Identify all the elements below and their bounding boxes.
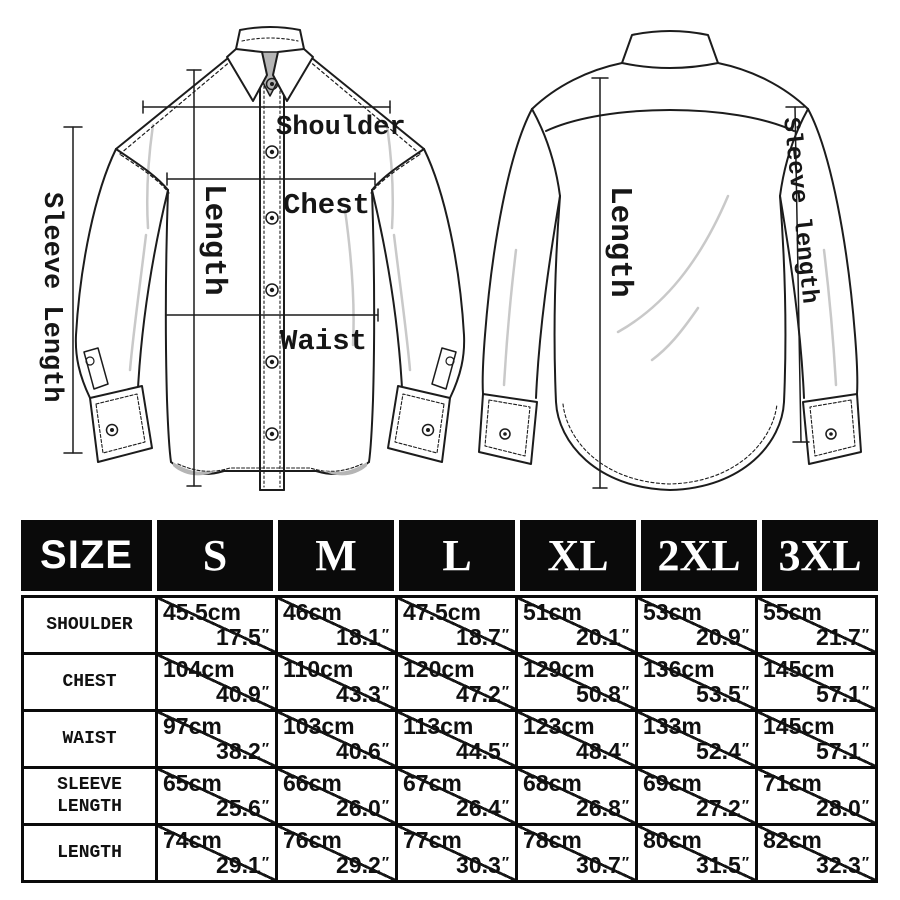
back-left-armhole (531, 108, 561, 197)
back-collar (621, 30, 719, 64)
cell-shoulder-xl: 51cm 20.1″ (518, 598, 635, 652)
cell-length-m: 76cm 29.2″ (278, 826, 395, 880)
cell-waist-2xl: 133m 52.4″ (638, 712, 755, 766)
size-table-body: SHOULDER 45.5cm 17.5″ 46cm 18.1″ 47.5cm 18.… (21, 595, 878, 883)
cell-chest-3xl: 145cm 57.1″ (758, 655, 875, 709)
front-left-sleeve (74, 148, 117, 399)
col-header-m: M (278, 520, 394, 591)
cell-chest-s: 104cm 40.9″ (158, 655, 275, 709)
cell-waist-m: 103cm 40.6″ (278, 712, 395, 766)
back-body (553, 195, 787, 491)
back-left-cuff (478, 393, 538, 465)
shirt-measurement-diagram: Shoulder Chest Waist Length Sleeve Lengt… (36, 26, 862, 491)
back-left-cuff-button (499, 428, 511, 440)
cell-sleeve-s: 65cm 25.6″ (158, 769, 275, 823)
front-buttons (265, 145, 279, 441)
front-right-armhole (371, 148, 425, 191)
cell-length-xl: 78cm 30.7″ (518, 826, 635, 880)
row-label-sleeve-length: SLEEVE LENGTH (24, 769, 155, 823)
front-right-shoulder-seam (306, 53, 425, 150)
cell-shoulder-m: 46cm 18.1″ (278, 598, 395, 652)
col-header-l: L (399, 520, 515, 591)
col-header-2xl: 2XL (641, 520, 757, 591)
front-left-shoulder-seam (115, 53, 234, 150)
col-header-3xl: 3XL (762, 520, 878, 591)
cell-length-3xl: 82cm 32.3″ (758, 826, 875, 880)
front-shading-lines (128, 123, 412, 372)
front-body-left-edge (164, 189, 172, 463)
cell-sleeve-xl: 68cm 26.8″ (518, 769, 635, 823)
back-measure-lines (591, 77, 810, 489)
cell-waist-s: 97cm 38.2″ (158, 712, 275, 766)
cell-shoulder-3xl: 55cm 21.7″ (758, 598, 875, 652)
back-shading-lines (502, 194, 838, 387)
front-sleeve-length-label: Sleeve Length (36, 192, 66, 403)
cell-sleeve-2xl: 69cm 27.2″ (638, 769, 755, 823)
cell-chest-l: 120cm 47.2″ (398, 655, 515, 709)
cell-chest-2xl: 136cm 53.5″ (638, 655, 755, 709)
row-label-waist: WAIST (24, 712, 155, 766)
front-button-placket (259, 71, 285, 491)
cell-length-s: 74cm 29.1″ (158, 826, 275, 880)
back-shirt-drawing (478, 30, 862, 491)
front-left-cuff-button (105, 423, 119, 437)
back-right-sleeve (807, 108, 859, 395)
front-waist-label: Waist (280, 325, 367, 358)
row-label-chest: CHEST (24, 655, 155, 709)
front-left-cuff (89, 385, 153, 463)
front-collar (226, 26, 314, 102)
front-right-sleeve-placket (431, 347, 457, 390)
col-header-s: S (157, 520, 273, 591)
cell-waist-l: 113cm 44.5″ (398, 712, 515, 766)
front-measure-lines (63, 69, 391, 487)
cell-length-2xl: 80cm 31.5″ (638, 826, 755, 880)
col-header-xl: XL (520, 520, 636, 591)
row-label-shoulder: SHOULDER (24, 598, 155, 652)
col-header-size: SIZE (21, 520, 152, 591)
back-right-cuff-button (825, 428, 837, 440)
cell-shoulder-2xl: 53cm 20.9″ (638, 598, 755, 652)
front-chest-label: Chest (283, 189, 370, 222)
size-table: SIZE S M L XL 2XL 3XL SHOULDER 45.5cm 17.… (21, 520, 878, 883)
back-sleeve-measure-line (794, 106, 802, 443)
front-right-cuff (387, 385, 451, 463)
cell-chest-m: 110cm 43.3″ (278, 655, 395, 709)
front-shoulder-label: Shoulder (276, 113, 406, 143)
cell-sleeve-3xl: 71cm 28.0″ (758, 769, 875, 823)
back-length-label: Length (602, 186, 637, 298)
cell-waist-3xl: 145cm 57.1″ (758, 712, 875, 766)
front-body-right-edge (368, 189, 376, 463)
cell-sleeve-m: 66cm 26.0″ (278, 769, 395, 823)
size-table-header: SIZE S M L XL 2XL 3XL (21, 520, 878, 591)
front-left-sleeve-placket (83, 347, 109, 390)
cell-length-l: 77cm 30.3″ (398, 826, 515, 880)
front-right-cuff-button (421, 423, 435, 437)
cell-waist-xl: 123cm 48.4″ (518, 712, 635, 766)
front-length-label: Length (196, 184, 231, 296)
front-left-armhole (115, 148, 169, 191)
front-shirt-drawing (63, 26, 466, 491)
back-right-armhole (779, 108, 809, 197)
back-left-sleeve (481, 108, 533, 395)
row-label-length: LENGTH (24, 826, 155, 880)
cell-chest-xl: 129cm 50.8″ (518, 655, 635, 709)
back-yoke-seam (545, 109, 795, 132)
cell-shoulder-l: 47.5cm 18.7″ (398, 598, 515, 652)
front-right-sleeve (423, 148, 466, 399)
cell-shoulder-s: 45.5cm 17.5″ (158, 598, 275, 652)
cell-sleeve-l: 67cm 26.4″ (398, 769, 515, 823)
